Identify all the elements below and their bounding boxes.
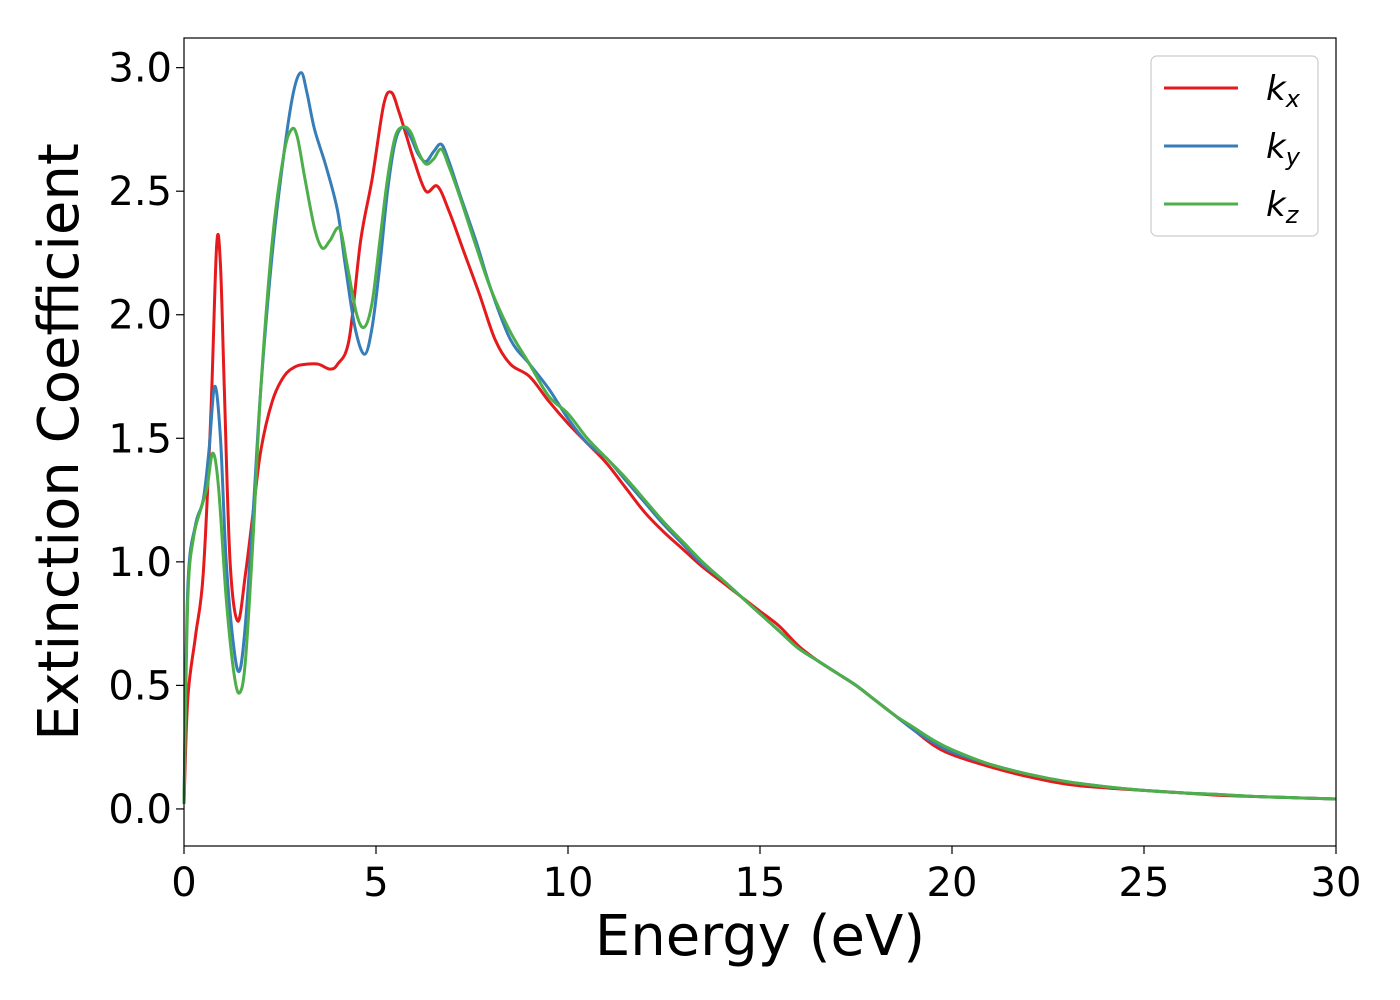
plot-lines [182,71,1337,805]
legend-label-kx: kx [1266,69,1301,113]
x-tick-label: 30 [1311,860,1362,906]
x-axis-title: Energy (eV) [595,904,925,969]
y-axis-title: Extinction Coefficient [27,143,92,741]
y-tick-label: 1.5 [108,416,172,462]
y-tick-label: 2.5 [108,169,172,215]
y-axis-ticks: 0.0 0.5 1.0 1.5 2.0 2.5 3.0 [108,46,184,833]
legend: kx ky kz [1150,55,1319,237]
x-tick-label: 10 [543,860,594,906]
legend-label-ky: ky [1266,127,1301,171]
y-tick-label: 0.5 [108,663,172,709]
y-tick-label: 0.0 [108,787,172,833]
x-tick-label: 20 [927,860,978,906]
y-tick-label: 3.0 [108,46,172,92]
x-axis-ticks: 0 5 10 15 20 25 30 [171,846,1361,906]
x-tick-label: 25 [1119,860,1170,906]
x-tick-label: 0 [171,860,196,906]
y-tick-label: 1.0 [108,540,172,586]
legend-label-kz: kz [1266,185,1300,229]
y-tick-label: 2.0 [108,293,172,339]
x-tick-label: 15 [735,860,786,906]
series-line-kz [182,125,1337,805]
x-tick-label: 5 [363,860,388,906]
series-line-ky [182,71,1337,805]
